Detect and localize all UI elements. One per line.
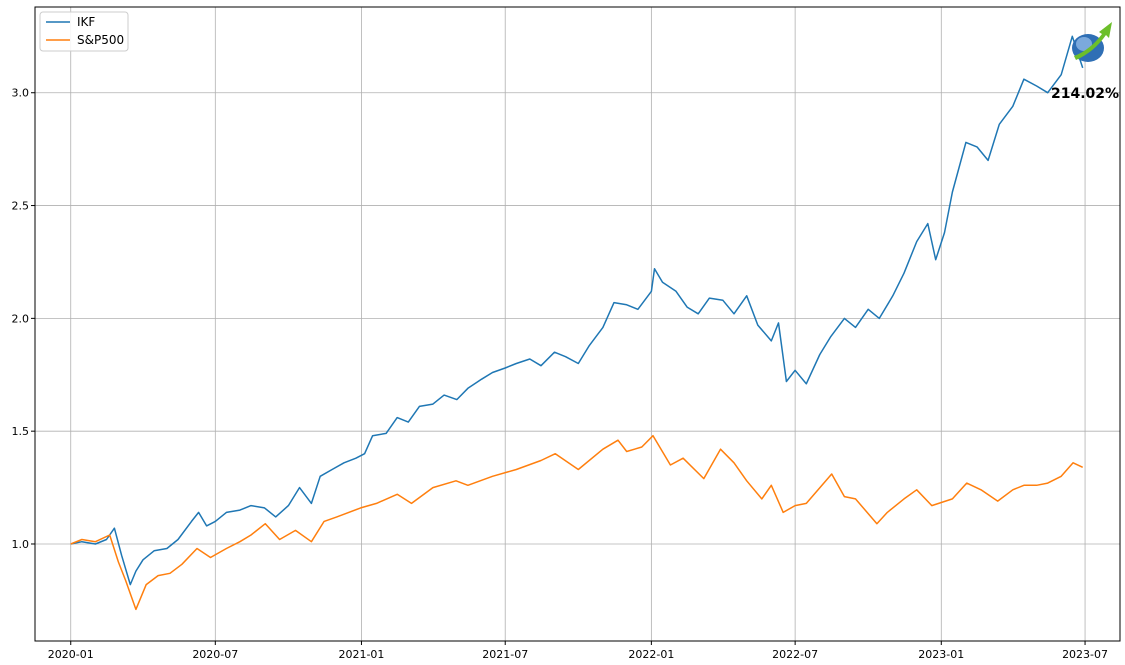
series-line-sp500 — [70, 434, 1084, 611]
grid — [35, 7, 1120, 641]
x-tick-label: 2020-01 — [48, 648, 94, 661]
return-annotation: 214.02% — [1051, 86, 1119, 102]
x-tick-label: 2021-01 — [338, 648, 384, 661]
legend-label-ikf: IKF — [77, 15, 95, 29]
legend: IKF S&P500 — [39, 11, 129, 52]
series-lines — [70, 35, 1084, 611]
series-line-ikf — [70, 35, 1084, 586]
legend-label-sp500: S&P500 — [77, 33, 124, 47]
x-axis: 2020-01 2020-07 2021-01 2021-07 2022-01 2022-… — [48, 641, 1108, 661]
x-tick-label: 2022-01 — [628, 648, 674, 661]
plot-frame — [34, 6, 1121, 642]
y-tick-label: 2.0 — [12, 312, 30, 325]
growth-arrow-logo — [1072, 22, 1112, 62]
x-tick-label: 2023-07 — [1062, 648, 1108, 661]
arrow-icon — [1074, 22, 1112, 60]
y-tick-label: 1.0 — [12, 538, 30, 551]
y-tick-label: 2.5 — [12, 200, 30, 213]
y-axis: 1.0 1.5 2.0 2.5 3.0 — [12, 87, 35, 551]
x-tick-label: 2022-07 — [772, 648, 818, 661]
x-tick-label: 2021-07 — [482, 648, 528, 661]
y-tick-label: 3.0 — [12, 87, 30, 100]
x-tick-label: 2020-07 — [192, 648, 238, 661]
x-tick-label: 2023-01 — [918, 648, 964, 661]
y-tick-label: 1.5 — [12, 425, 30, 438]
